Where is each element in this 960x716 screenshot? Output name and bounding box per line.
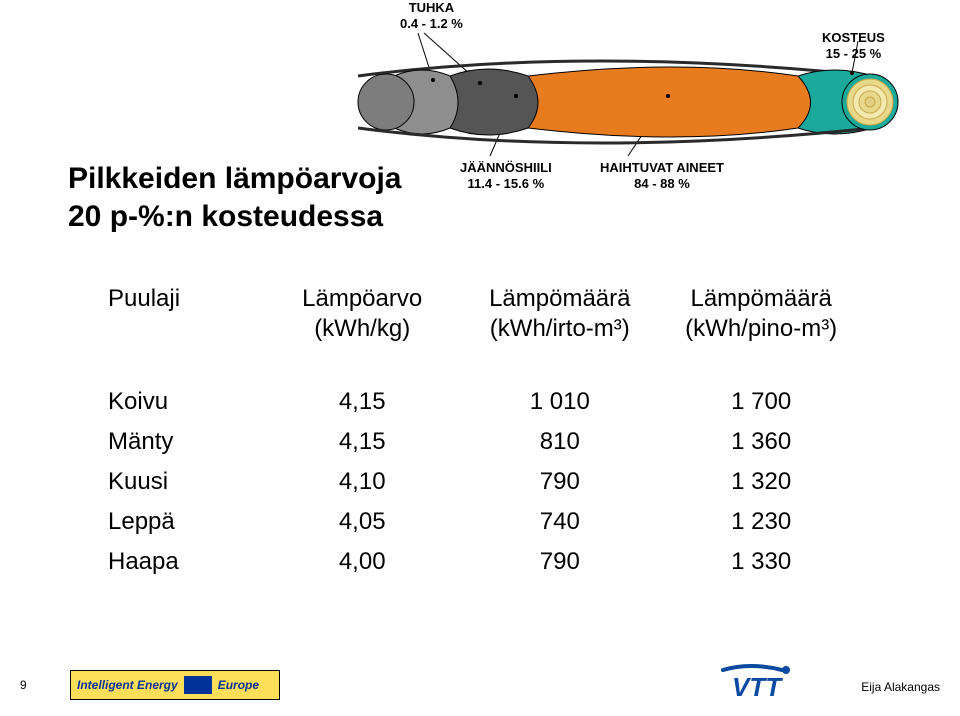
vtt-logo: VTT	[720, 660, 820, 700]
diagram-bottom-labels: JÄÄNNÖSHIILI 11.4 - 15.6 % HAIHTUVAT AIN…	[460, 160, 840, 200]
col-header-lampomaara-pino: Lämpömäärä (kWh/pino-m³)	[662, 280, 860, 348]
col-header-lampoarvo: Lämpöarvo (kWh/kg)	[267, 280, 457, 348]
slide-heading: Pilkkeiden lämpöarvoja 20 p-%:n kosteude…	[68, 160, 401, 235]
page-number: 9	[20, 678, 27, 692]
cell-name: Koivu	[100, 348, 267, 422]
label-tuhka: TUHKA 0.4 - 1.2 %	[400, 0, 463, 31]
col-header-text: Lämpömäärä	[489, 285, 630, 312]
heading-line1: Pilkkeiden lämpöarvoja	[68, 162, 401, 195]
col-header-text: Lämpömäärä	[690, 285, 831, 312]
cell-v2: 1 010	[457, 348, 662, 422]
cell-v1: 4,05	[267, 502, 457, 542]
cell-v1: 4,15	[267, 348, 457, 422]
label-haihtuvat: HAIHTUVAT AINEET 84 - 88 %	[600, 160, 724, 191]
cell-v1: 4,00	[267, 542, 457, 582]
label-tuhka-name: TUHKA	[409, 0, 455, 15]
cell-v3: 1 230	[662, 502, 860, 542]
col-header-puulaji: Puulaji	[100, 280, 267, 348]
heating-value-table: Puulaji Lämpöarvo (kWh/kg) Lämpömäärä (k…	[100, 280, 860, 582]
cell-name: Leppä	[100, 502, 267, 542]
cell-v2: 810	[457, 422, 662, 462]
slide-footer: 9 Intelligent Energy Europe VTT Eija Ala…	[0, 660, 960, 700]
col-header-text: Puulaji	[108, 285, 180, 312]
col-header-text: Lämpöarvo	[302, 285, 422, 312]
log-cross-section-diagram	[328, 28, 923, 163]
cell-v2: 790	[457, 462, 662, 502]
data-table: Puulaji Lämpöarvo (kWh/kg) Lämpömäärä (k…	[100, 280, 860, 582]
col-header-lampomaara-irto: Lämpömäärä (kWh/irto-m³)	[457, 280, 662, 348]
cell-v3: 1 320	[662, 462, 860, 502]
col-header-unit: (kWh/kg)	[314, 315, 410, 342]
label-haih-value: 84 - 88 %	[634, 176, 690, 191]
cell-v2: 790	[457, 542, 662, 582]
cell-v1: 4,15	[267, 422, 457, 462]
label-jaan-name: JÄÄNNÖSHIILI	[460, 160, 552, 175]
eu-flag-icon	[184, 676, 212, 694]
label-jaan-value: 11.4 - 15.6 %	[468, 176, 545, 191]
ie-badge-text: Intelligent Energy	[77, 678, 178, 692]
heading-line2: 20 p-%:n kosteudessa	[68, 200, 383, 233]
table-row: Kuusi4,107901 320	[100, 462, 860, 502]
label-jaannoshiili: JÄÄNNÖSHIILI 11.4 - 15.6 %	[460, 160, 552, 191]
ie-badge-sub: Europe	[218, 678, 259, 692]
cell-v3: 1 700	[662, 348, 860, 422]
cell-name: Kuusi	[100, 462, 267, 502]
cell-v1: 4,10	[267, 462, 457, 502]
cell-v3: 1 360	[662, 422, 860, 462]
cell-v2: 740	[457, 502, 662, 542]
col-header-unit: (kWh/pino-m³)	[685, 315, 837, 342]
cell-name: Mänty	[100, 422, 267, 462]
cell-v3: 1 330	[662, 542, 860, 582]
table-row: Haapa4,007901 330	[100, 542, 860, 582]
author-name: Eija Alakangas	[861, 680, 940, 694]
cell-name: Haapa	[100, 542, 267, 582]
table-row: Leppä4,057401 230	[100, 502, 860, 542]
intelligent-energy-badge: Intelligent Energy Europe	[70, 670, 280, 700]
label-haih-name: HAIHTUVAT AINEET	[600, 160, 724, 175]
table-row: Mänty4,158101 360	[100, 422, 860, 462]
table-header-row: Puulaji Lämpöarvo (kWh/kg) Lämpömäärä (k…	[100, 280, 860, 348]
svg-text:VTT: VTT	[732, 672, 783, 700]
table-row: Koivu4,151 0101 700	[100, 348, 860, 422]
col-header-unit: (kWh/irto-m³)	[490, 315, 630, 342]
